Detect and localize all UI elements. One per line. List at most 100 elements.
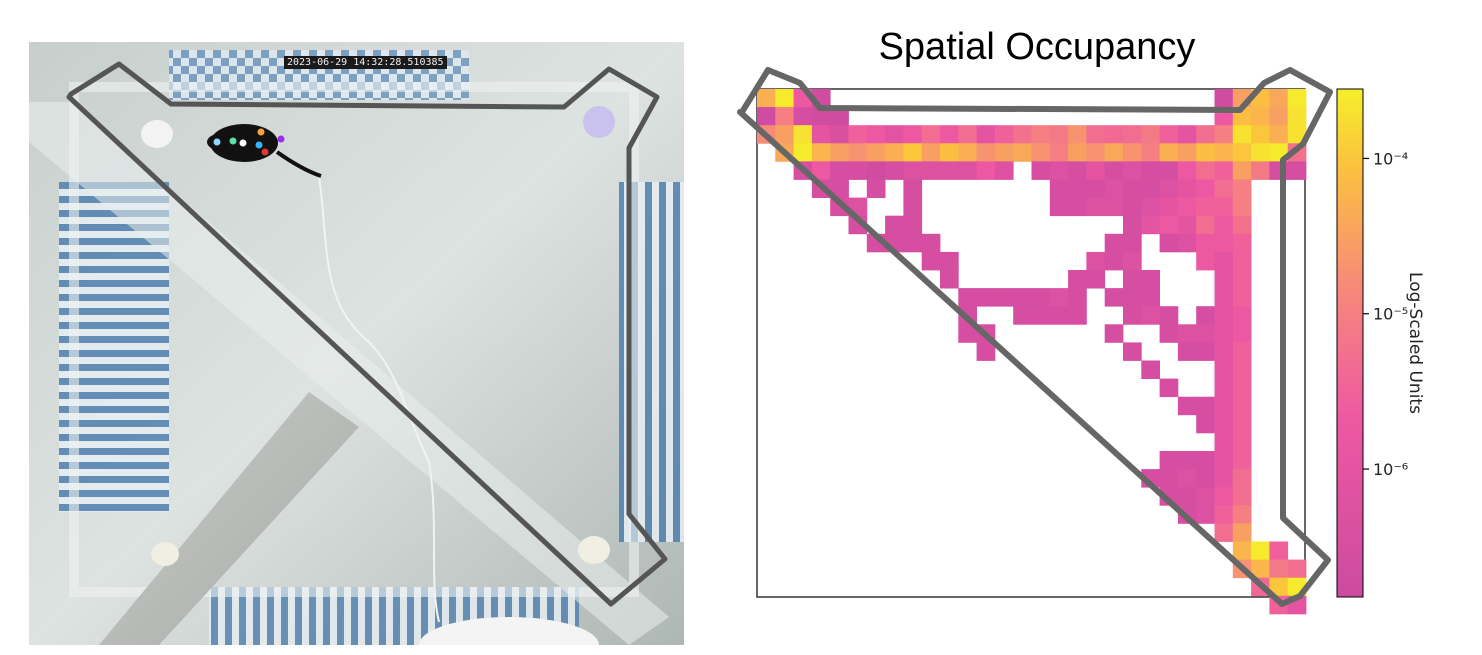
heatmap-cell bbox=[903, 143, 923, 162]
pose-marker bbox=[255, 141, 263, 149]
heatmap-cell bbox=[1196, 197, 1215, 217]
heatmap-cell bbox=[1123, 251, 1142, 271]
heatmap-cell bbox=[1123, 233, 1142, 253]
heatmap-cell bbox=[1214, 432, 1234, 452]
heatmap-cell bbox=[1177, 342, 1197, 361]
heatmap-cell bbox=[811, 143, 831, 162]
heatmap-cell bbox=[1269, 125, 1289, 144]
heatmap-cell bbox=[1214, 378, 1234, 398]
heatmap-cell bbox=[1287, 89, 1307, 108]
heatmap-cell bbox=[1232, 432, 1252, 452]
heatmap-cell bbox=[1214, 414, 1234, 434]
heatmap-cell bbox=[1232, 306, 1252, 325]
heatmap-cell bbox=[958, 324, 977, 343]
heatmap-cell bbox=[1214, 270, 1234, 289]
heatmap-cell bbox=[1159, 161, 1179, 180]
heatmap-cell bbox=[1232, 469, 1252, 488]
heatmap-cell bbox=[1086, 270, 1106, 289]
pose-marker bbox=[229, 137, 237, 145]
heatmap-cell bbox=[921, 125, 941, 144]
colorbar-tick-label: 10⁻⁶ bbox=[1373, 460, 1408, 479]
heatmap-cell bbox=[866, 125, 886, 144]
heatmap-cell bbox=[830, 143, 849, 162]
heatmap-cell bbox=[1232, 161, 1252, 180]
heatmap-cell bbox=[1177, 143, 1197, 162]
heatmap-cell bbox=[1232, 324, 1252, 343]
heatmap-cell bbox=[903, 161, 923, 180]
heatmap-cell bbox=[958, 161, 977, 180]
heatmap-cell bbox=[1214, 179, 1234, 198]
heatmap-cell bbox=[1269, 107, 1289, 126]
heatmap-cell bbox=[1214, 396, 1234, 416]
heatmap-cell bbox=[1104, 233, 1124, 253]
heatmap-cell bbox=[1159, 233, 1179, 253]
heatmap-cell bbox=[1177, 125, 1197, 144]
heatmap-cell bbox=[1196, 396, 1215, 416]
arena-roi-outline bbox=[66, 61, 668, 607]
tether-cable bbox=[318, 176, 440, 623]
heatmap-cell bbox=[1196, 161, 1215, 180]
heatmap-cell bbox=[1123, 197, 1142, 217]
heatmap-cell bbox=[1031, 306, 1051, 325]
heatmap-cell bbox=[1031, 161, 1051, 180]
heatmap-cell bbox=[1159, 324, 1179, 343]
heatmap-cell bbox=[1232, 360, 1252, 379]
heatmap-cell bbox=[1214, 342, 1234, 361]
heatmap-cell bbox=[1104, 125, 1124, 144]
heatmap-cell bbox=[1251, 161, 1270, 180]
heatmap-cell bbox=[1214, 215, 1234, 235]
heatmap-cell bbox=[1141, 215, 1160, 235]
heatmap-cell bbox=[1287, 559, 1307, 579]
heatmap-cell bbox=[1049, 143, 1069, 162]
heatmap-cell bbox=[885, 143, 904, 162]
heatmap-cell bbox=[1232, 143, 1252, 162]
heatmap-cell bbox=[1196, 414, 1215, 434]
heatmap-cell bbox=[1159, 451, 1179, 470]
heatmap-cell bbox=[830, 179, 849, 198]
heatmap-cell bbox=[921, 251, 941, 271]
heatmap-cell bbox=[1214, 306, 1234, 325]
heatmap-cell bbox=[1196, 505, 1215, 524]
heatmap-cell bbox=[1214, 89, 1234, 108]
video-timestamp: 2023-06-29 14:32:28.510385 bbox=[284, 56, 447, 69]
heatmap-cell bbox=[903, 125, 923, 144]
heatmap-cell bbox=[1196, 469, 1215, 488]
heatmap-cell bbox=[1232, 396, 1252, 416]
heatmap-cell bbox=[866, 179, 886, 198]
heatmap-cell bbox=[1123, 342, 1142, 361]
heatmap-cell bbox=[940, 251, 959, 271]
heatmap-cell bbox=[976, 161, 996, 180]
corner-port-tl bbox=[141, 120, 173, 148]
heatmap-cell bbox=[1159, 179, 1179, 198]
heatmap-cell bbox=[1086, 161, 1106, 180]
heatmap-cell bbox=[1086, 197, 1106, 217]
heatmap-cell bbox=[830, 107, 849, 126]
heatmap-cell bbox=[1013, 143, 1032, 162]
heatmap-cell bbox=[1214, 451, 1234, 470]
heatmap-cell bbox=[1214, 324, 1234, 343]
colorbar-tick-label: 10⁻⁴ bbox=[1373, 149, 1408, 168]
heatmap-cell bbox=[848, 161, 868, 180]
heatmap-cell bbox=[976, 288, 996, 307]
heatmap-cell bbox=[1104, 179, 1124, 198]
heatmap-cell bbox=[1269, 89, 1289, 108]
heatmap-cell bbox=[1177, 451, 1197, 470]
heatmap-cell bbox=[1031, 143, 1051, 162]
heatmap-cell bbox=[921, 143, 941, 162]
heatmap-cell bbox=[994, 288, 1014, 307]
heatmap-cell bbox=[1159, 215, 1179, 235]
heatmap-cell bbox=[1013, 288, 1032, 307]
pose-marker bbox=[239, 139, 247, 147]
corner-port-bl bbox=[151, 542, 179, 566]
heatmap-cell bbox=[1177, 197, 1197, 217]
heatmap-cell bbox=[1013, 306, 1032, 325]
heatmap-cell bbox=[1049, 179, 1069, 198]
heatmap-cell bbox=[1086, 179, 1106, 198]
heatmap-cell bbox=[1086, 125, 1106, 144]
heatmap-cell bbox=[1214, 233, 1234, 253]
heatmap-cell bbox=[1123, 143, 1142, 162]
heatmap-cell bbox=[976, 143, 996, 162]
heatmap-cell bbox=[1104, 161, 1124, 180]
heatmap-cell bbox=[1159, 125, 1179, 144]
heatmap-cell bbox=[1068, 125, 1087, 144]
